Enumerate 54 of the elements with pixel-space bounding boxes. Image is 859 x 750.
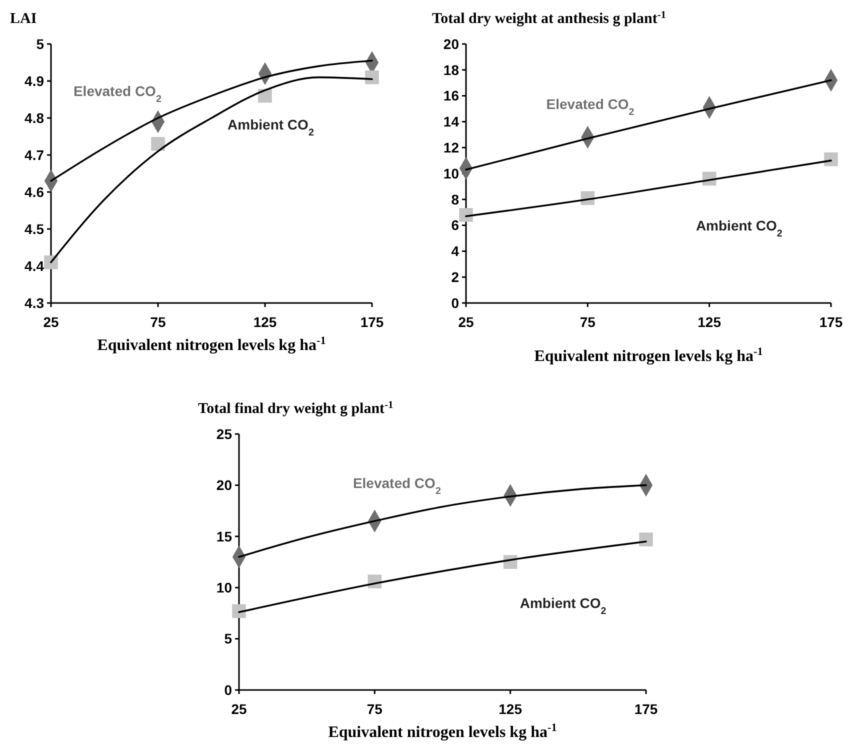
- y-tick-label: 0: [224, 682, 232, 698]
- y-tick-label: 4.8: [24, 110, 44, 126]
- x-tick-label: 175: [819, 314, 843, 330]
- y-tick-label: 20: [216, 477, 232, 494]
- series-label: Elevated CO$_{2}$: [546, 96, 635, 118]
- x-axis-title: Equivalent nitrogen levels kg ha$^{-1}$: [97, 335, 326, 354]
- y-tick-label: 16: [443, 88, 460, 104]
- y-tick-label: 5: [224, 630, 232, 647]
- series-label: Ambient CO$_{2}$: [520, 595, 607, 617]
- y-tick-label: 10: [216, 580, 232, 596]
- y-tick-label: 4: [451, 243, 460, 260]
- text: Ambient CO$_{2}$: [696, 217, 783, 239]
- series-label: Ambient CO$_{2}$: [228, 116, 314, 138]
- x-tick-label: 125: [498, 701, 522, 717]
- point: [151, 137, 165, 151]
- y-tick-label: 10: [443, 165, 460, 182]
- y-axis-title: Total final dry weight g plant$^{-1}$: [198, 400, 394, 417]
- x-tick-label: 75: [150, 314, 166, 330]
- point: [639, 532, 653, 546]
- series-label: Elevated CO$_{2}$: [73, 82, 162, 104]
- series-label: Elevated CO$_{2}$: [352, 474, 442, 496]
- y-tick-label: 15: [216, 528, 232, 544]
- y-tick-label: 4.9: [24, 72, 44, 89]
- point: [459, 208, 473, 222]
- x-tick-label: 125: [698, 314, 722, 330]
- y-axis-title: LAI: [10, 11, 37, 27]
- x-tick-label: 75: [580, 314, 596, 330]
- x-tick-label: 75: [366, 701, 383, 717]
- y-tick-label: 25: [216, 426, 232, 442]
- x-tick-label: 125: [253, 314, 277, 330]
- y-tick-label: 18: [443, 62, 460, 78]
- point: [365, 70, 379, 84]
- y-tick-label: 2: [451, 269, 460, 285]
- y-tick-label: 14: [443, 114, 460, 130]
- y-tick-label: 5: [36, 36, 44, 52]
- y-tick-label: 0: [451, 294, 460, 311]
- x-tick-label: 25: [43, 314, 59, 330]
- y-tick-label: 8: [451, 191, 460, 208]
- y-tick-label: 4.7: [24, 146, 44, 163]
- x-axis-title: Equivalent nitrogen levels kg ha$^{-1}$: [534, 346, 764, 365]
- y-tick-label: 4.6: [24, 184, 44, 200]
- x-tick-label: 175: [634, 701, 658, 717]
- y-tick-label: 4.3: [24, 294, 44, 311]
- y-tick-label: 6: [451, 217, 460, 234]
- y-tick-label: 4.5: [24, 220, 44, 237]
- x-tick-label: 175: [360, 314, 384, 330]
- point: [44, 255, 58, 270]
- y-tick-label: 4.4: [24, 258, 44, 274]
- point: [232, 604, 246, 618]
- y-tick-label: 12: [443, 140, 460, 156]
- x-axis-title: Equivalent nitrogen levels kg ha$^{-1}$: [328, 722, 558, 741]
- point: [824, 152, 838, 166]
- y-tick-label: 20: [443, 36, 460, 52]
- y-axis-title: Total dry weight at anthesis g plant$^{-1}$: [432, 10, 666, 27]
